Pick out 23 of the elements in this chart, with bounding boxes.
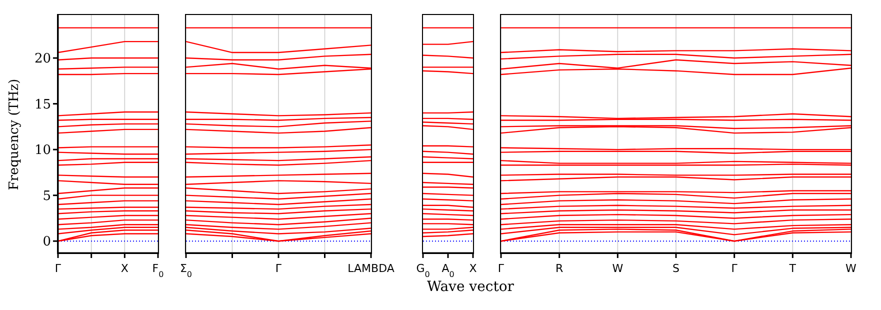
x-tick-label: Γ: [731, 262, 738, 275]
y-tick-label: 10: [34, 143, 51, 158]
x-tick-label: F$_{0}$: [152, 262, 164, 278]
x-tick-label: R: [556, 262, 564, 275]
x-tick-label: X: [469, 262, 478, 275]
x-tick-label: Σ$_{0}$: [180, 262, 192, 278]
x-tick-label: Γ: [54, 262, 62, 275]
x-tick-label: X: [120, 262, 129, 275]
x-tick-label: Γ: [275, 262, 282, 275]
x-tick-label: LAMBDA: [348, 262, 395, 275]
x-tick-label: A$_{0}$: [442, 262, 454, 278]
x-tick-label: S: [672, 262, 680, 275]
x-tick-label: G$_{0}$: [416, 262, 430, 278]
y-tick-label: 5: [42, 188, 51, 204]
x-tick-label: W: [846, 262, 857, 275]
y-axis-title: Frequency (THz): [8, 78, 23, 190]
x-tick-label: T: [788, 262, 796, 275]
y-tick-label: 0: [42, 234, 51, 250]
x-tick-label: W: [612, 262, 624, 275]
y-tick-label: 20: [34, 52, 51, 67]
x-tick-label: Γ: [498, 262, 505, 275]
y-tick-label: 15: [34, 97, 51, 112]
x-axis-title: Wave vector: [426, 279, 515, 295]
